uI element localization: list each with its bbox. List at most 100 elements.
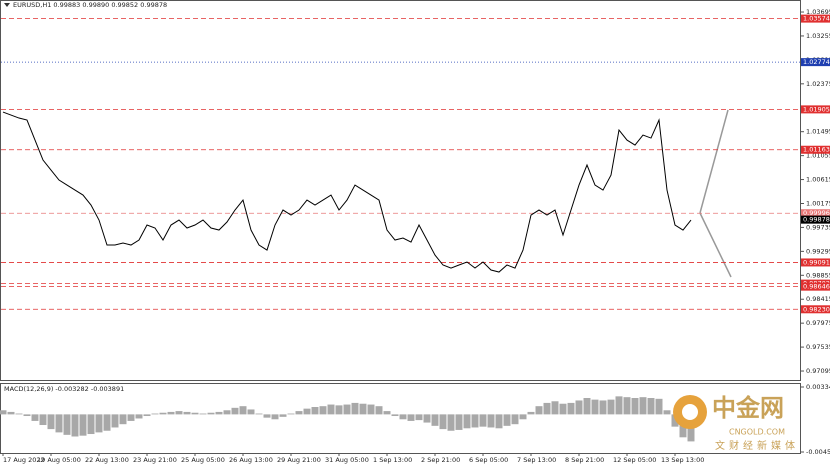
macd-bar xyxy=(439,414,447,430)
macd-bar xyxy=(351,402,359,415)
macd-bar xyxy=(311,407,319,415)
level-tag xyxy=(801,105,830,114)
macd-bar xyxy=(111,414,119,428)
macd-bar xyxy=(543,402,551,415)
macd-bar xyxy=(199,413,207,415)
macd-bar xyxy=(103,414,111,431)
macd-bar xyxy=(639,397,647,415)
x-tick-label: 23 Aug 21:00 xyxy=(133,456,177,464)
macd-bar xyxy=(511,414,519,425)
macd-bar xyxy=(463,414,471,429)
macd-bar xyxy=(343,404,351,415)
y-tick-label: 0.99735 xyxy=(806,223,830,231)
macd-bar xyxy=(127,414,135,421)
macd-bar xyxy=(567,402,575,415)
macd-bar xyxy=(559,403,567,415)
level-tag xyxy=(801,14,830,23)
macd-bar xyxy=(239,406,247,415)
macd-bar xyxy=(135,414,143,419)
macd-bar xyxy=(143,414,151,417)
macd-bar xyxy=(223,410,231,415)
y-tick-label: 1.00615 xyxy=(806,176,830,184)
macd-bar xyxy=(119,414,127,425)
level-label: 0.99878 xyxy=(803,216,830,224)
macd-bar xyxy=(319,406,327,415)
macd-bar xyxy=(191,412,199,415)
macd-bar xyxy=(599,400,607,415)
macd-frame xyxy=(0,383,801,454)
y-tick-label: 1.01495 xyxy=(806,128,830,136)
level-tag xyxy=(801,58,830,67)
macd-bar xyxy=(15,413,23,415)
macd-bar xyxy=(623,397,631,415)
projection-arrow xyxy=(699,109,729,214)
macd-bar xyxy=(207,412,215,415)
y-tick-label: 1.03255 xyxy=(806,32,830,40)
macd-bar xyxy=(631,397,639,415)
y-tick-label: 1.03695 xyxy=(806,8,830,16)
macd-bar xyxy=(39,414,47,426)
macd-bar xyxy=(231,407,239,415)
macd-bar xyxy=(255,413,263,415)
macd-bar xyxy=(7,411,15,415)
x-tick-label: 1 Sep 13:00 xyxy=(373,456,412,464)
level-label: 1.03574 xyxy=(803,15,830,23)
macd-bar xyxy=(575,400,583,415)
macd-bar xyxy=(263,414,271,418)
macd-bar xyxy=(399,414,407,420)
level-label: 1.01163 xyxy=(803,146,830,154)
macd-bar xyxy=(335,405,343,415)
macd-bar xyxy=(503,414,511,426)
slogan: 文财经新媒体 xyxy=(715,439,799,452)
macd-bar xyxy=(303,408,311,415)
y-tick-label: 0.98415 xyxy=(806,295,830,303)
level-label: 0.98230 xyxy=(803,305,830,313)
macd-bar xyxy=(423,414,431,423)
macd-bar xyxy=(279,414,287,417)
x-tick-label: 31 Aug 05:00 xyxy=(325,456,369,464)
level-label: 0.99091 xyxy=(803,258,830,266)
macd-bar xyxy=(159,412,167,415)
x-tick-label: 12 Sep 05:00 xyxy=(613,456,656,464)
macd-bar xyxy=(671,414,679,427)
x-tick-label: 29 Aug 21:00 xyxy=(277,456,321,464)
y-tick-label: 1.01055 xyxy=(806,152,830,160)
x-tick-label: 6 Sep 05:00 xyxy=(469,456,508,464)
y-tick-label: 0.99295 xyxy=(806,247,830,255)
x-tick-label: 26 Aug 13:00 xyxy=(229,456,273,464)
macd-bar xyxy=(47,414,55,430)
macd-bar xyxy=(271,414,279,420)
macd-bar xyxy=(527,411,535,415)
y-tick-label: 0.97095 xyxy=(806,367,830,375)
macd-bar xyxy=(479,414,487,427)
price-line xyxy=(2,111,692,273)
macd-bar xyxy=(519,414,527,420)
logo-core xyxy=(682,404,698,420)
brand: 中金网 xyxy=(712,394,784,422)
macd-bar xyxy=(79,414,87,436)
x-tick-label: 7 Sep 13:00 xyxy=(517,456,556,464)
macd-bar xyxy=(95,414,103,433)
x-tick-label: 25 Aug 05:00 xyxy=(181,456,225,464)
x-tick-label: 13 Sep 13:00 xyxy=(661,456,704,464)
macd-bar xyxy=(663,410,671,415)
menu-icon xyxy=(4,3,10,7)
level-tag xyxy=(801,305,830,314)
level-tag xyxy=(801,145,830,154)
y-tick-label: 0.97535 xyxy=(806,343,830,351)
level-label: 0.99996 xyxy=(803,209,830,217)
macd-bar xyxy=(175,411,183,415)
macd-bar xyxy=(487,414,495,428)
level-label: 0.98646 xyxy=(803,283,830,291)
macd-bar xyxy=(591,399,599,415)
y-tick-label: 0.97975 xyxy=(806,319,830,327)
level-tag xyxy=(801,282,830,291)
y-tick-label: -0.004595 xyxy=(806,448,830,456)
macd-bar xyxy=(359,403,367,415)
macd-bar xyxy=(655,398,663,415)
y-tick-label: 0.003343 xyxy=(806,383,830,391)
macd-title: MACD(12,26,9) -0.003282 -0.003891 xyxy=(4,385,124,393)
macd-bar xyxy=(295,411,303,415)
macd-bar xyxy=(31,414,39,421)
